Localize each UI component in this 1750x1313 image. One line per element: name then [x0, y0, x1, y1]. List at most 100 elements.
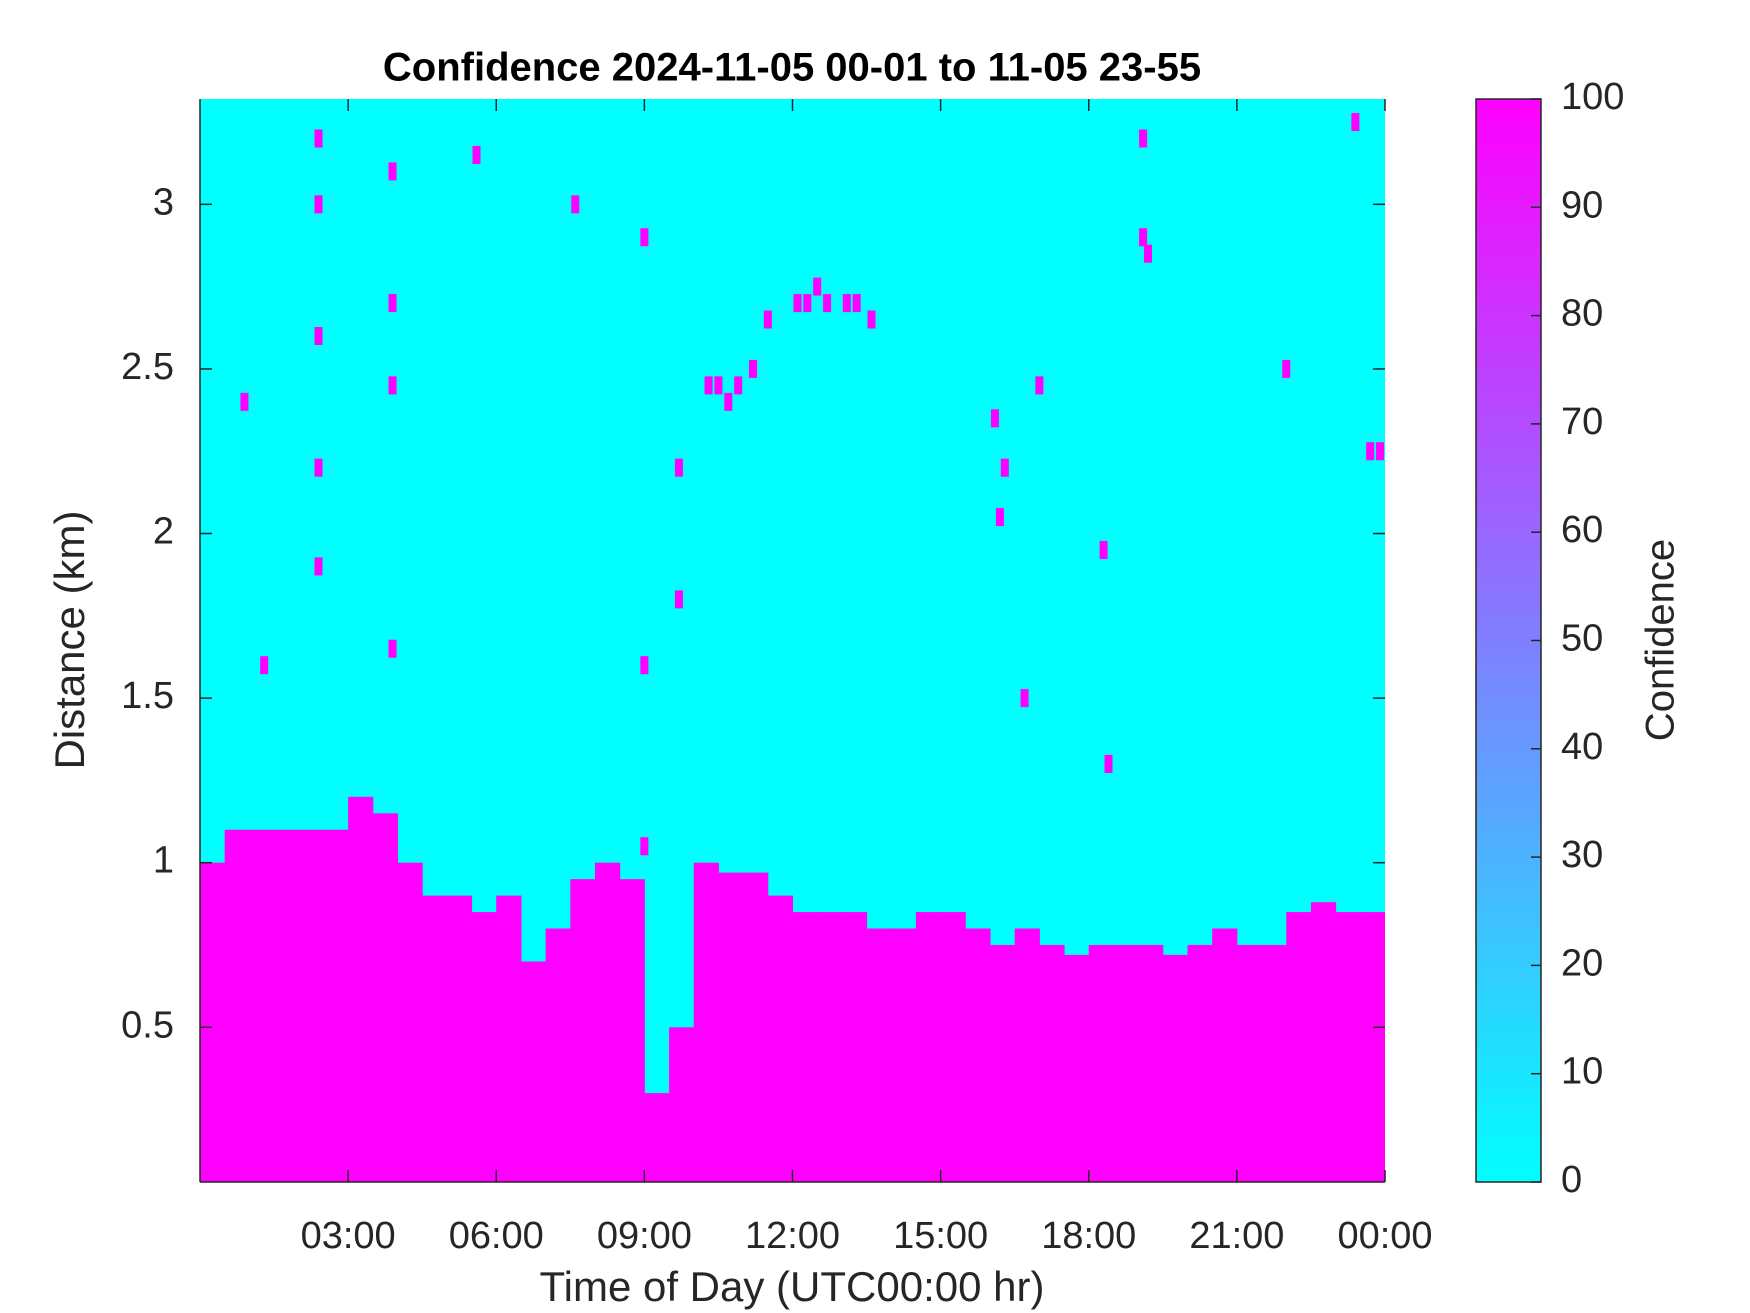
- filled-column: [1360, 912, 1385, 1182]
- filled-column: [841, 912, 868, 1182]
- cell: [1099, 540, 1108, 559]
- cell: [1366, 442, 1375, 461]
- chart-title: Confidence 2024-11-05 00-01 to 11-05 23-…: [383, 46, 1201, 90]
- filled-column: [1162, 954, 1188, 1182]
- y-tick-label: 1.5: [121, 675, 174, 717]
- filled-column: [446, 895, 473, 1182]
- filled-column: [595, 862, 621, 1182]
- cell: [1272, 1018, 1281, 1037]
- cell: [314, 129, 323, 148]
- cell: [734, 376, 743, 395]
- cell: [640, 837, 649, 856]
- filled-column: [1064, 954, 1090, 1182]
- filled-column: [1261, 944, 1287, 1182]
- cell: [472, 145, 481, 164]
- filled-column: [348, 796, 374, 1182]
- cell: [1144, 244, 1152, 263]
- colorbar-tick-label: 30: [1561, 834, 1603, 876]
- filled-column: [372, 813, 398, 1182]
- cell: [823, 294, 832, 313]
- cell: [1139, 129, 1148, 148]
- cell: [388, 162, 397, 181]
- colorbar-tick-label: 80: [1561, 293, 1603, 335]
- cell: [314, 327, 323, 346]
- filled-column: [200, 862, 226, 1182]
- filled-column: [545, 928, 571, 1182]
- filled-column: [1236, 944, 1263, 1182]
- filled-column: [496, 895, 522, 1182]
- cell: [1104, 754, 1113, 773]
- filled-column: [520, 961, 547, 1182]
- cell: [674, 590, 683, 609]
- filled-column: [767, 895, 793, 1182]
- cell: [388, 376, 397, 395]
- x-tick-label: 15:00: [893, 1215, 988, 1257]
- filled-column: [693, 862, 719, 1182]
- cell: [749, 359, 757, 378]
- filled-column: [940, 912, 966, 1182]
- cell: [763, 310, 772, 329]
- cell: [314, 458, 323, 477]
- filled-column: [274, 829, 300, 1182]
- cell: [388, 294, 397, 313]
- x-tick-label: 12:00: [745, 1215, 840, 1257]
- filled-column: [1014, 928, 1040, 1182]
- colorbar-tick-label: 50: [1561, 618, 1603, 660]
- cell: [803, 294, 812, 313]
- filled-column: [224, 829, 250, 1182]
- filled-column: [990, 944, 1016, 1182]
- y-tick-label: 3: [153, 181, 174, 223]
- cell: [1000, 458, 1009, 477]
- cell: [1376, 442, 1385, 461]
- x-axis-label: Time of Day (UTC00:00 hr): [540, 1263, 1045, 1310]
- cell: [640, 228, 649, 247]
- colorbar-tick-label: 60: [1561, 509, 1603, 551]
- cell: [1351, 113, 1360, 132]
- filled-column: [915, 912, 942, 1182]
- filled-column: [1088, 944, 1114, 1182]
- colorbar-tick-label: 100: [1561, 76, 1624, 118]
- filled-column: [1113, 944, 1139, 1182]
- cell: [640, 656, 649, 675]
- y-tick-label: 0.5: [121, 1004, 174, 1046]
- colorbar-label: Confidence: [1639, 539, 1683, 741]
- filled-column: [965, 928, 991, 1182]
- filled-column: [298, 829, 324, 1182]
- filled-column: [644, 1093, 670, 1182]
- cell: [388, 639, 397, 658]
- filled-column: [619, 879, 645, 1182]
- cell: [240, 392, 249, 411]
- cell: [1035, 376, 1044, 395]
- cell: [674, 458, 683, 477]
- x-tick-label: 09:00: [597, 1215, 692, 1257]
- filled-column: [1039, 944, 1065, 1182]
- colorbar-tick-label: 10: [1561, 1051, 1603, 1093]
- colorbar-tick-label: 40: [1561, 726, 1603, 768]
- cell: [260, 656, 269, 675]
- cell: [852, 294, 861, 313]
- cell: [314, 557, 323, 576]
- cell: [571, 195, 580, 214]
- filled-column: [422, 895, 448, 1182]
- cell: [867, 310, 876, 329]
- filled-column: [817, 912, 843, 1182]
- filled-column: [570, 879, 596, 1182]
- cell: [1282, 359, 1291, 378]
- cell: [724, 392, 733, 411]
- colorbar-tick-label: 0: [1561, 1159, 1582, 1201]
- filled-column: [397, 862, 423, 1182]
- cell: [813, 277, 822, 296]
- filled-column: [471, 912, 497, 1182]
- cell: [793, 294, 802, 313]
- y-tick-label: 2: [153, 511, 174, 553]
- filled-column: [1187, 944, 1213, 1182]
- filled-column: [249, 829, 275, 1182]
- x-tick-label: 03:00: [301, 1215, 396, 1257]
- filled-column: [743, 872, 769, 1182]
- filled-column: [866, 928, 892, 1182]
- colorbar-tick-label: 20: [1561, 942, 1603, 984]
- filled-column: [669, 1027, 695, 1182]
- y-axis-label: Distance (km): [46, 510, 93, 769]
- cell: [995, 508, 1004, 527]
